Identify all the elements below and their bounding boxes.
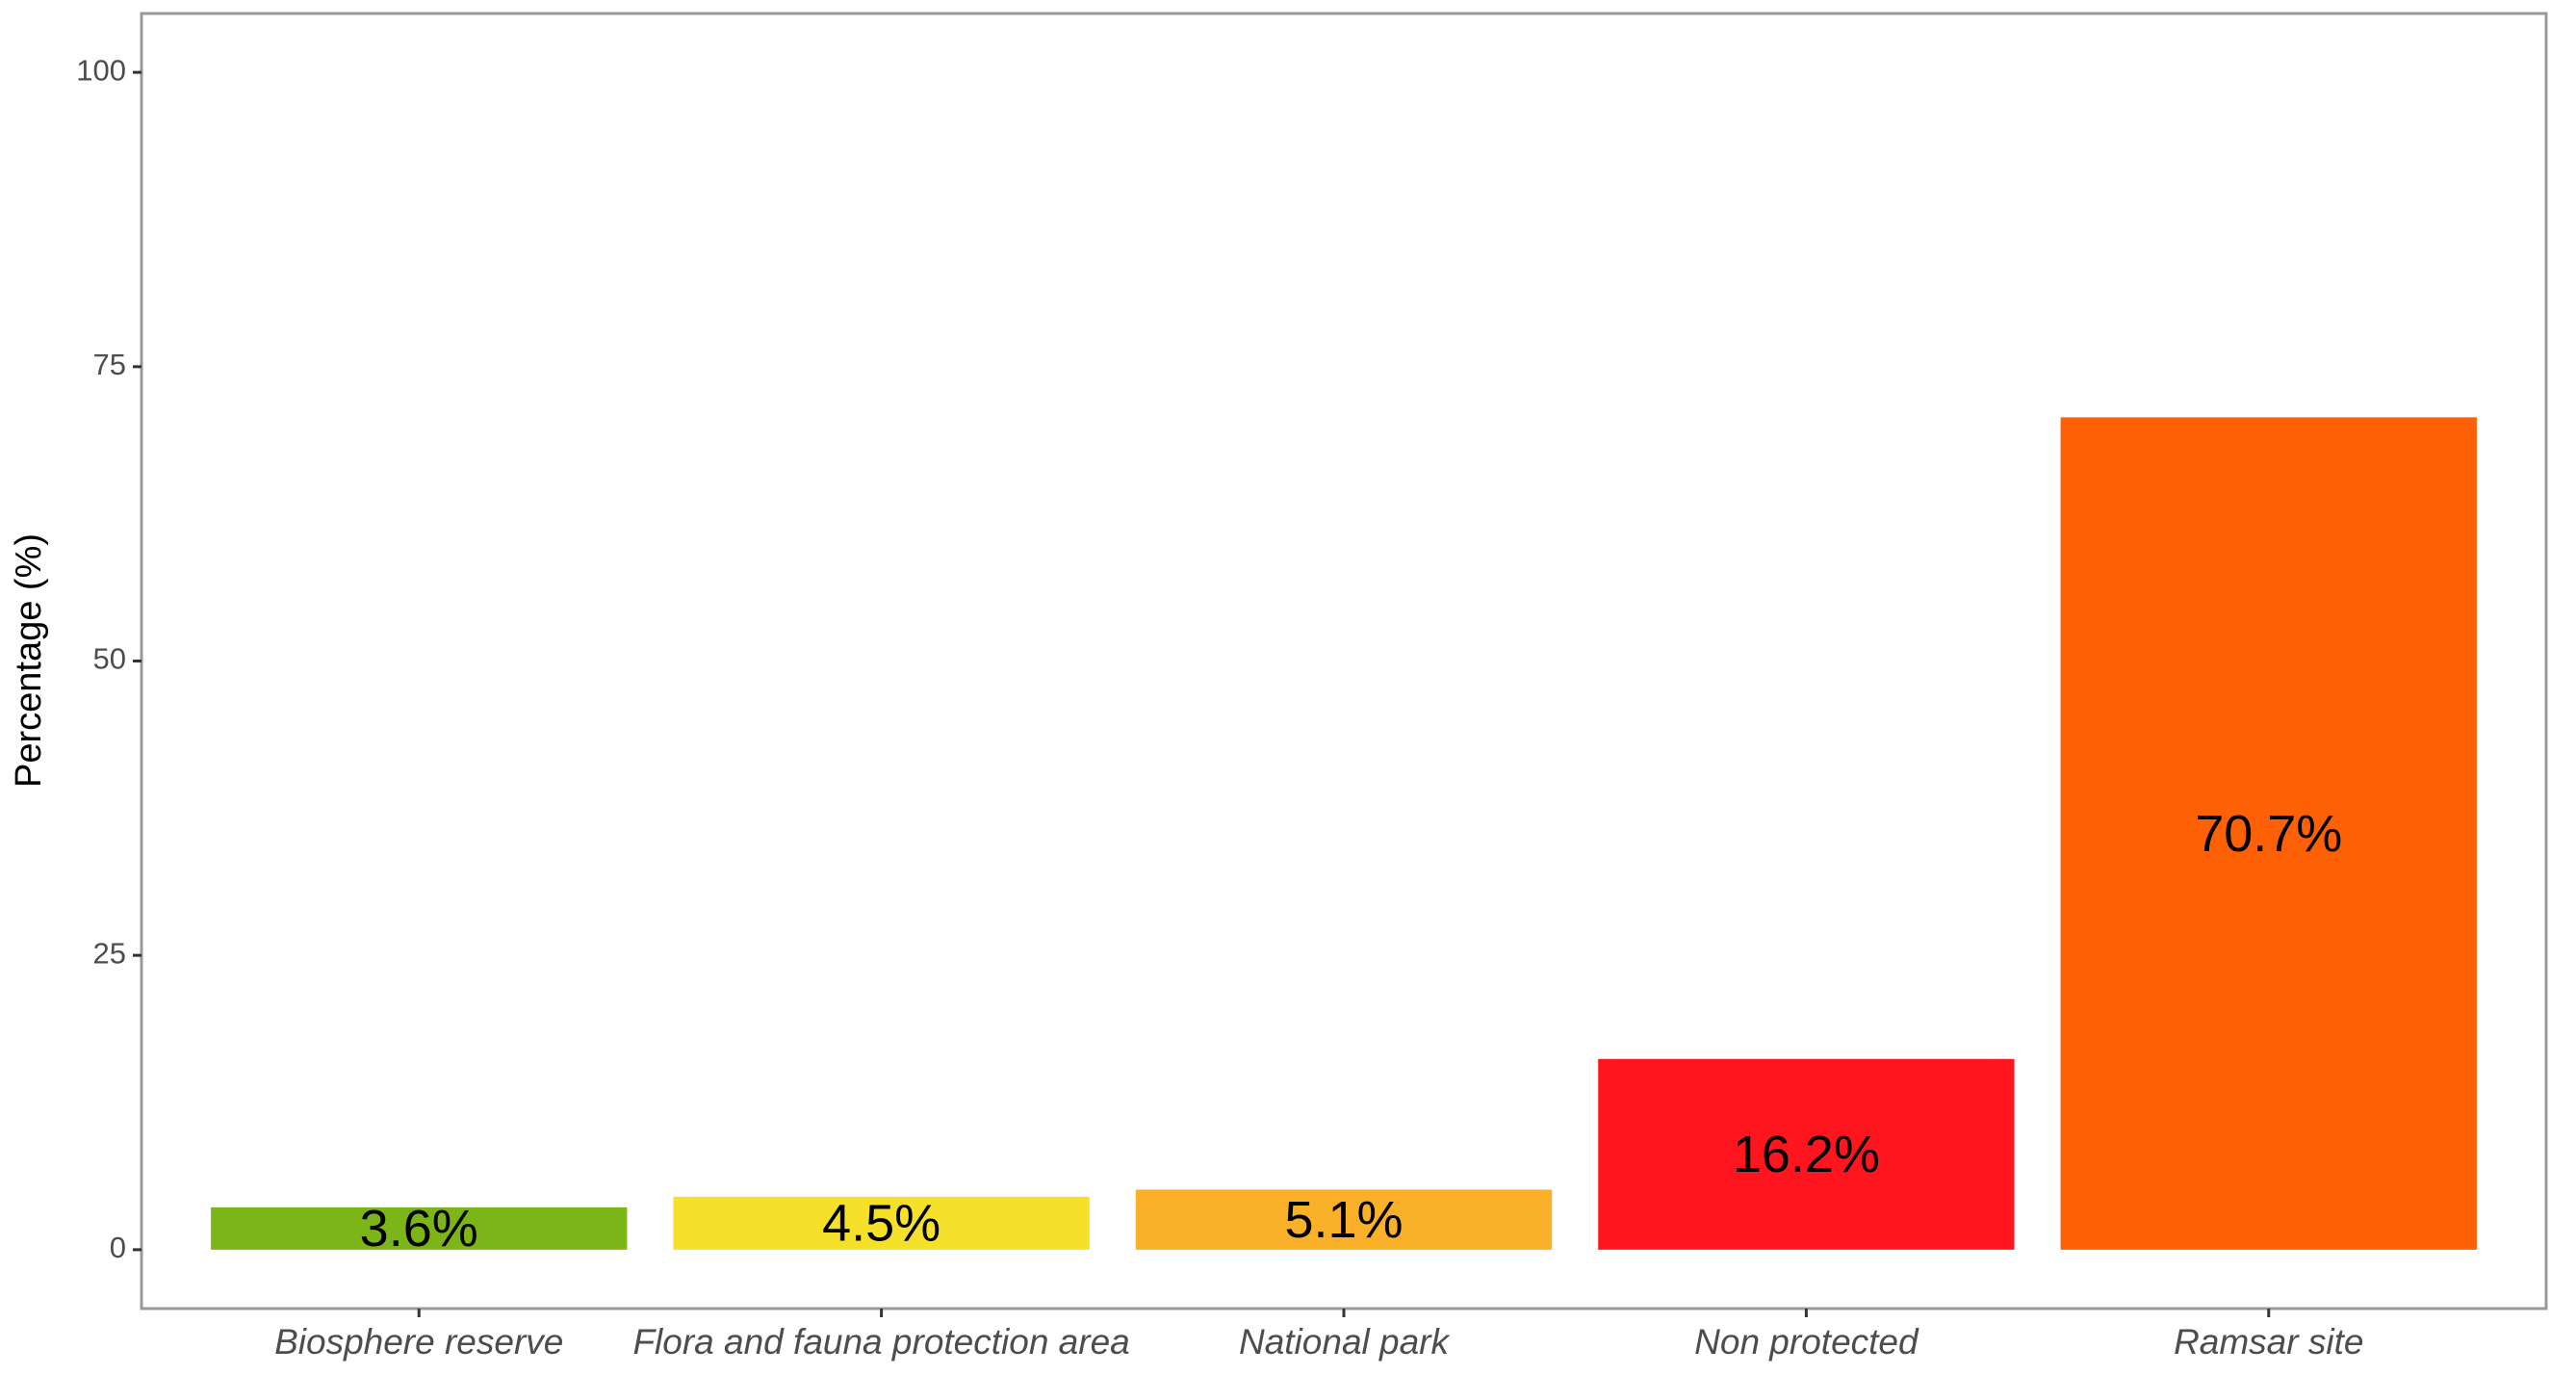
x-tick-label: Biosphere reserve <box>274 1322 563 1362</box>
x-tick-label: National park <box>1239 1322 1452 1362</box>
x-tick-label: Flora and fauna protection area <box>632 1322 1129 1362</box>
y-tick-label: 75 <box>93 348 126 381</box>
bar <box>1135 1189 1553 1250</box>
x-tick-label: Non protected <box>1694 1322 1919 1362</box>
y-tick-label: 50 <box>93 642 126 676</box>
value-label: 5.1% <box>1284 1191 1403 1249</box>
value-label: 70.7% <box>2195 805 2342 863</box>
x-tick-label: Ramsar site <box>2174 1322 2363 1362</box>
bar <box>211 1206 628 1250</box>
value-label: 3.6% <box>360 1200 478 1258</box>
y-tick-label: 25 <box>93 936 126 970</box>
y-tick-label: 0 <box>110 1231 126 1264</box>
bar <box>2060 417 2477 1250</box>
value-label: 4.5% <box>822 1195 940 1253</box>
bar <box>673 1196 1090 1250</box>
y-axis-title: Percentage (%) <box>9 533 49 788</box>
bar <box>1598 1058 2015 1250</box>
value-label: 16.2% <box>1733 1126 1880 1183</box>
y-tick-label: 100 <box>76 53 126 87</box>
